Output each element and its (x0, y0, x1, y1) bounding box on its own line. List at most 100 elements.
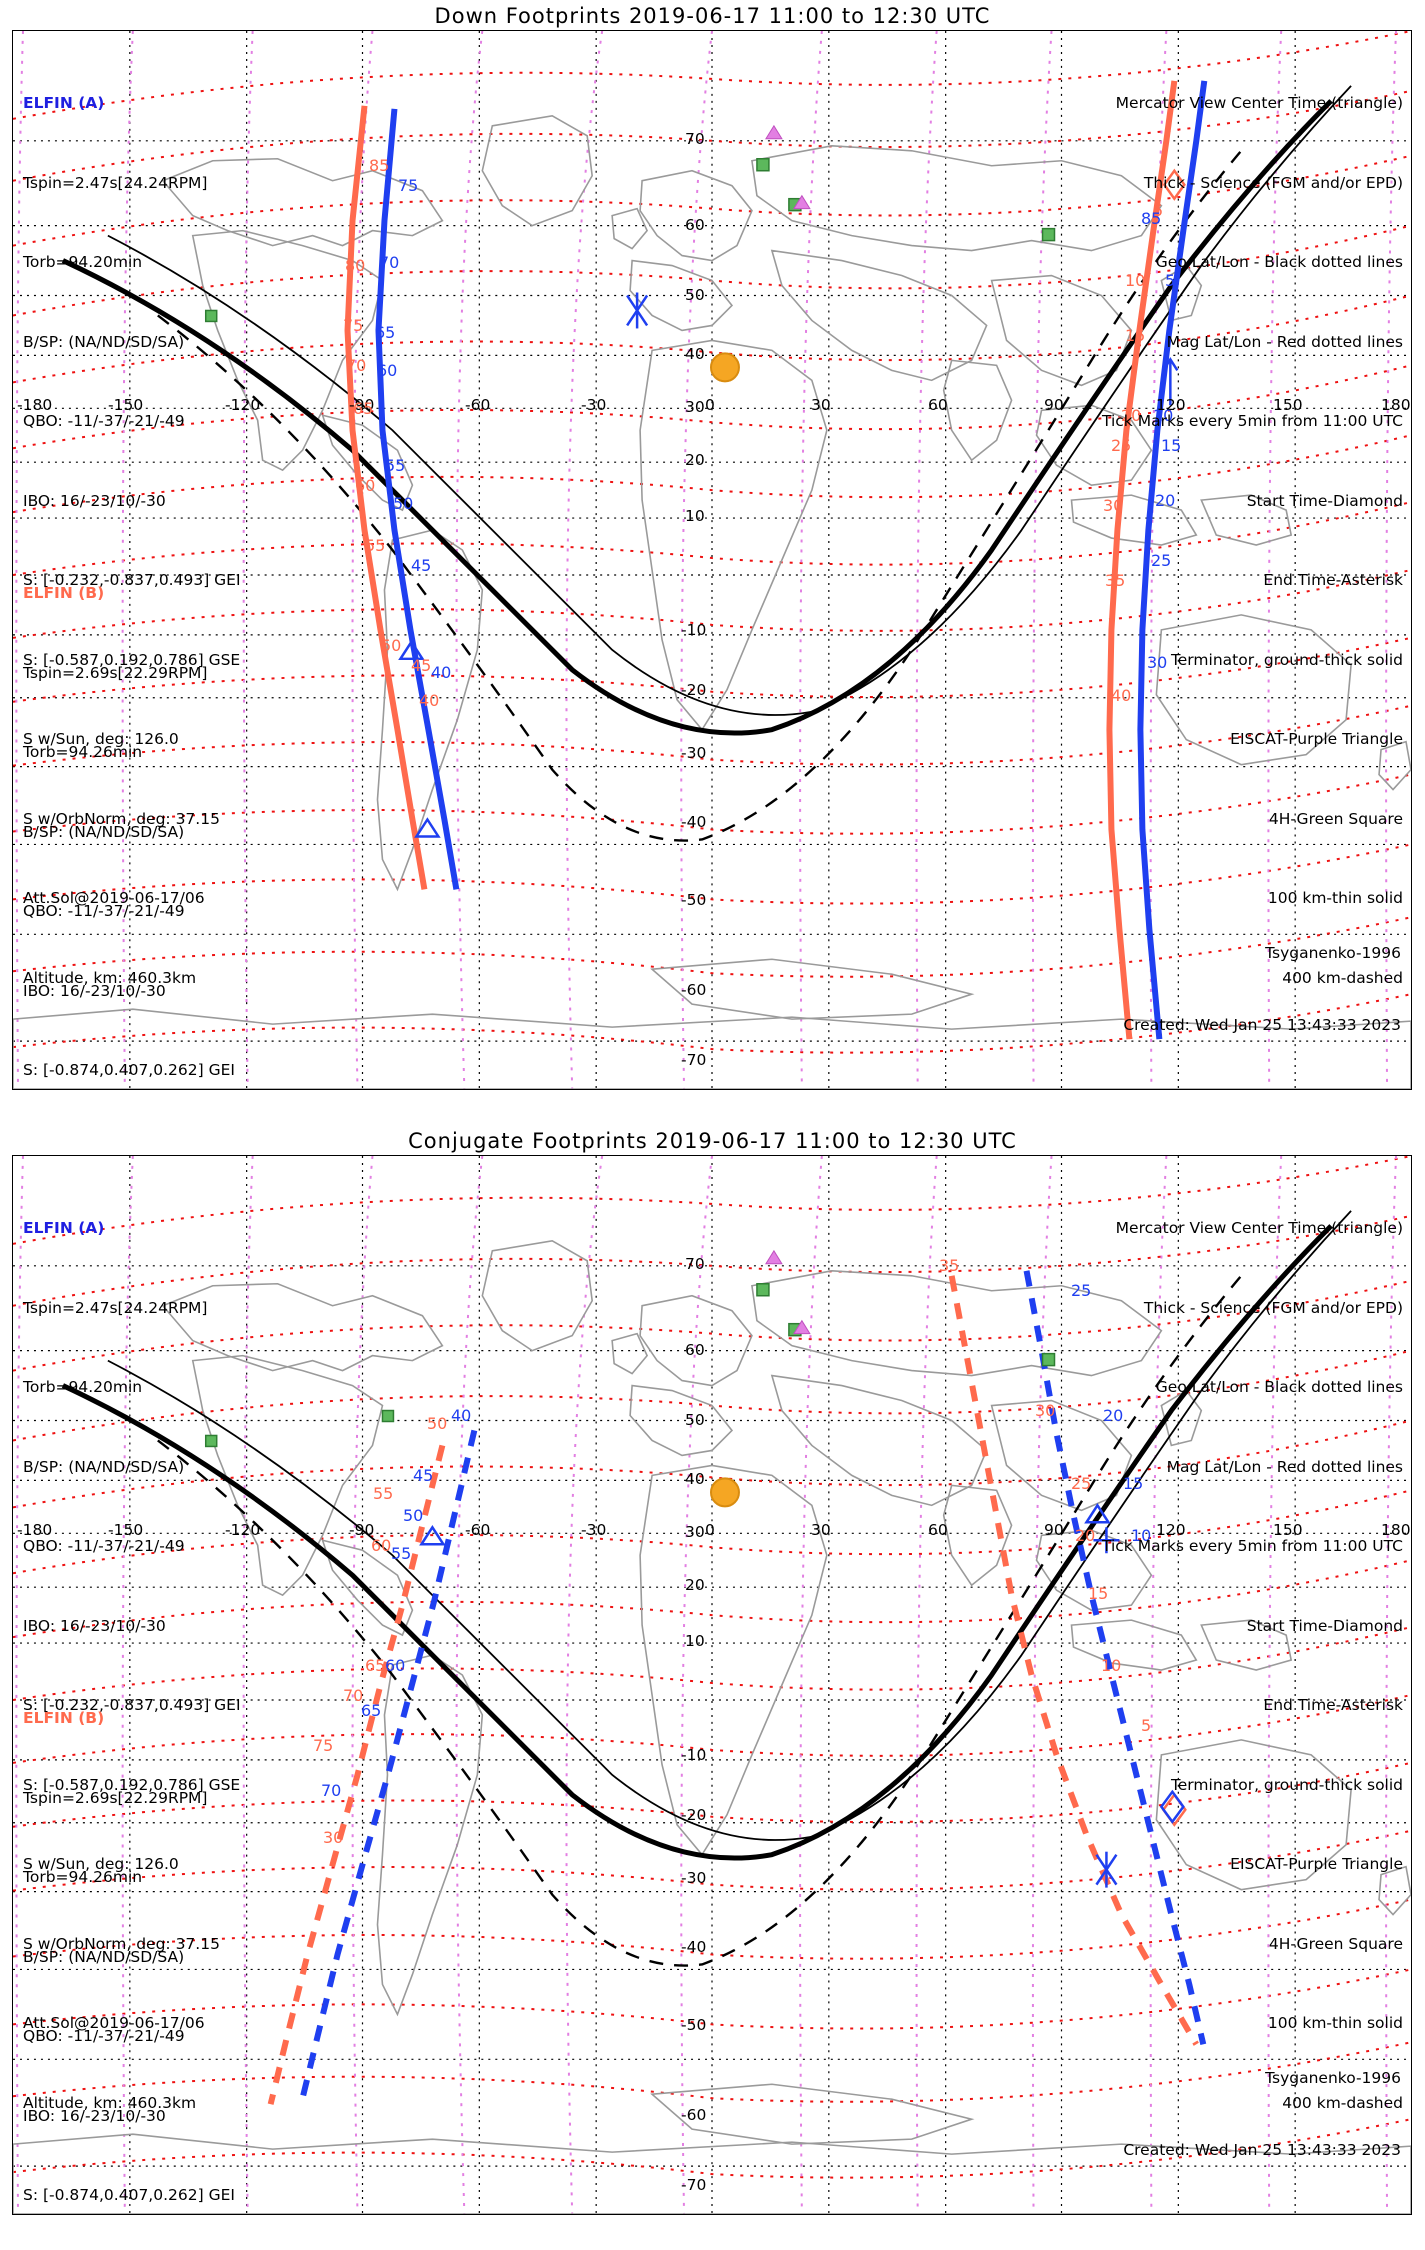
elfin-b-line: IBO: 16/-23/10/-30 (23, 981, 166, 1000)
mag-label: 60 (355, 476, 376, 495)
legend-item-terminator: Terminator, ground-thick solid (1170, 650, 1403, 669)
lon-tick--60: -60 (465, 1521, 491, 1539)
elfin-a-line: IBO: 16/-23/10/-30 (23, 491, 166, 510)
sat-label: 55 (391, 1544, 412, 1563)
mag-label: 45 (411, 656, 432, 675)
elfin-b-info-block: ELFIN (B) Tspin=2.69s[22.29RPM] Torb=94.… (23, 1652, 235, 2214)
lat-tick--10: -10 (681, 621, 707, 639)
elfin-b-track (344, 80, 1178, 1040)
map-legend: Mercator View Center Time (triangle) Thi… (1102, 37, 1403, 1044)
elfin-a-info-block: ELFIN (A) Tspin=2.47s[24.24RPM] Torb=94.… (23, 1162, 241, 2169)
legend-item-mercator-center: Mercator View Center Time (triangle) (1115, 1219, 1403, 1237)
mag-label: 35 (939, 1256, 960, 1275)
end-time-asterisk (626, 292, 649, 329)
created-timestamp: Created: Wed Jan 25 13:43:33 2023 (1123, 2141, 1401, 2159)
lon-tick-0: 0 (705, 1521, 715, 1539)
sat-label: 15 (1161, 436, 1182, 455)
mag-label: 55 (373, 1484, 394, 1503)
mag-label: 35 (1105, 571, 1126, 590)
mag-label: 65 (353, 399, 374, 418)
lon-tick-120: 120 (1156, 396, 1186, 414)
legend-item-end-time: End Time-Asterisk (1263, 571, 1403, 589)
markers (204, 124, 1186, 838)
elfin-a-line: S: [-0.587,0.192,0.786] GSE (23, 1775, 241, 1794)
lon-tick--150: -150 (108, 396, 144, 414)
terminator-400km (157, 1275, 1243, 1967)
legend-item-tick-marks: Tick Marks every 5min from 11:00 UTC (1101, 1537, 1403, 1555)
lon-tick--90: -90 (349, 1521, 375, 1539)
lon-tick--90: -90 (349, 396, 375, 414)
sat-label: 25 (1151, 551, 1172, 570)
elfin-b-line: B/SP: (NA/ND/SD/SA) (23, 822, 185, 841)
sat-label: 70 (379, 253, 400, 272)
panel-down-footprints: Down Footprints 2019-06-17 11:00 to 12:3… (12, 4, 1412, 1090)
lon-tick--120: -120 (225, 1521, 261, 1539)
mag-label: 75 (343, 316, 364, 335)
mag-label: 50 (381, 636, 402, 655)
elfin-a-line: Torb=94.20min (23, 1378, 143, 1396)
lon-tick--60: -60 (465, 396, 491, 414)
lat-tick-60: 60 (685, 216, 705, 234)
elfin-a-line: Altitude, km: 460.3km (23, 968, 197, 987)
legend-item-100km: 100 km-thin solid (1267, 2014, 1403, 2032)
sat-label: 40 (431, 663, 452, 682)
mag-label: 20 (1075, 1526, 1096, 1545)
lat-tick--40: -40 (681, 1938, 707, 1956)
map-frame[interactable]: -180 -150 -120 -90 -60 -30 0 30 60 90 12… (12, 30, 1412, 1090)
mag-label: 5 (1141, 1716, 1152, 1735)
mag-label: 65 (365, 1656, 386, 1675)
mag-label: 30 (323, 1828, 344, 1847)
eiscat-triangle-marker (765, 124, 811, 210)
legend-item-start-time: Start Time-Diamond (1246, 491, 1403, 510)
sat-label: 75 (398, 176, 419, 195)
sat-label: 60 (377, 361, 398, 380)
map-legend: Mercator View Center Time (triangle) Thi… (1102, 1162, 1403, 2169)
legend-item-thick-science: Thick - Science (FGM and/or EPD) (1143, 1298, 1403, 1317)
lat-tick--30: -30 (681, 1869, 707, 1887)
legend-item-100km: 100 km-thin solid (1267, 889, 1403, 907)
lat-tick--70: -70 (681, 2176, 707, 2194)
sat-label: 65 (375, 323, 396, 342)
map-footer: Tsyganenko-1996 Created: Wed Jan 25 13:4… (1123, 2018, 1401, 2210)
elfin-b-header: ELFIN (B) (23, 584, 105, 602)
elfin-a-line: Altitude, km: 460.3km (23, 2093, 197, 2112)
mag-label: 70 (343, 1686, 364, 1705)
mag-label: 15 (1088, 1584, 1109, 1603)
legend-item-terminator: Terminator, ground-thick solid (1170, 1775, 1403, 1794)
elfin-a-line: S: [-0.232,-0.837,0.493] GEI (23, 1696, 241, 1714)
sat-label: 30 (1147, 653, 1168, 672)
elfin-b-line: IBO: 16/-23/10/-30 (23, 2106, 166, 2125)
end-time-asterisk (1095, 1851, 1118, 1888)
lon-tick-0: 0 (705, 396, 715, 414)
legend-item-start-time: Start Time-Diamond (1246, 1616, 1403, 1635)
geo-lon-lines (129, 31, 1296, 1089)
map-frame[interactable]: -180 -150 -120 -90 -60 -30 0 30 60 90 12… (12, 1155, 1412, 2215)
elfin-b-line: QBO: -11/-37/-21/-49 (23, 902, 185, 920)
mag-label: 30 (1103, 496, 1124, 515)
lon-tick--180: -180 (17, 1521, 53, 1539)
sat-label: 60 (385, 1656, 406, 1675)
elfin-a-info-block: ELFIN (A) Tspin=2.47s[24.24RPM] Torb=94.… (23, 37, 241, 1044)
mag-label: 50 (427, 1414, 448, 1433)
lat-tick-60: 60 (685, 1341, 705, 1359)
mag-label: 30 (1035, 1401, 1056, 1420)
eiscat-triangle-marker (765, 1249, 811, 1335)
panel-title: Down Footprints 2019-06-17 11:00 to 12:3… (434, 4, 991, 28)
lat-tick--50: -50 (681, 891, 707, 909)
legend-item-geo-latlon: Geo Lat/Lon - Black dotted lines (1155, 1378, 1403, 1396)
lat-tick-40: 40 (685, 345, 705, 363)
elfin-b-line: Torb=94.26min (23, 1868, 143, 1886)
legend-item-tick-marks: Tick Marks every 5min from 11:00 UTC (1101, 412, 1403, 430)
lat-tick-70: 70 (685, 1255, 705, 1273)
markers (204, 1249, 1187, 1888)
legend-item-4h-green: 4H-Green Square (1268, 809, 1403, 828)
lat-tick--20: -20 (681, 1806, 707, 1824)
lon-tick--120: -120 (225, 396, 261, 414)
lat-tick--20: -20 (681, 681, 707, 699)
legend-item-mag-latlon: Mag Lat/Lon - Red dotted lines (1166, 332, 1403, 351)
sun-marker (710, 352, 740, 383)
triangle-marker (1084, 1503, 1111, 1524)
mag-label: 40 (1111, 686, 1132, 705)
sat-label: 5 (1165, 271, 1176, 290)
